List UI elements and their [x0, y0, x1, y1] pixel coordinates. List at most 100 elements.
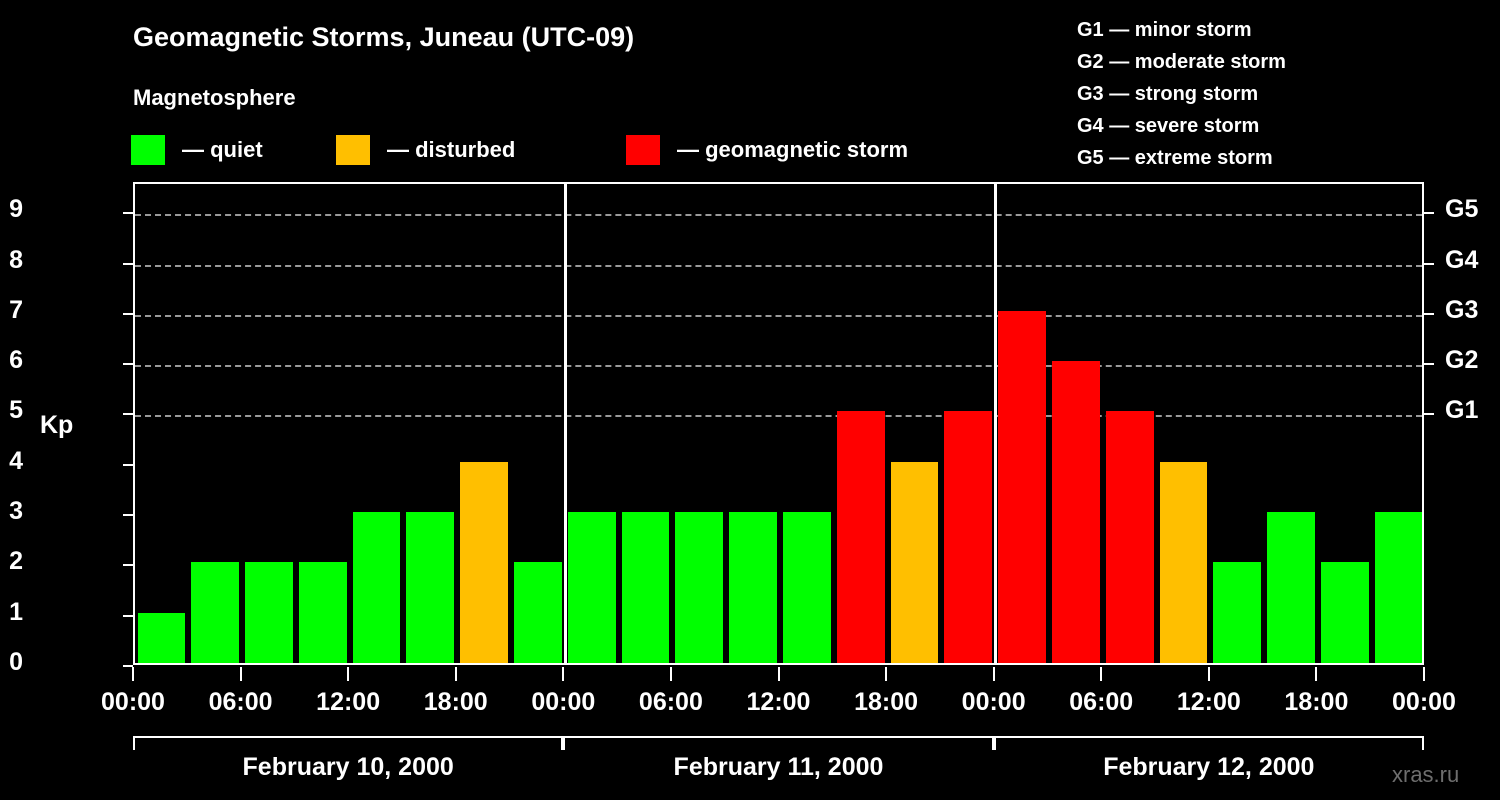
bar	[1213, 562, 1262, 663]
bar	[1267, 512, 1315, 663]
day-label-2: February 11, 2000	[673, 753, 884, 781]
x-tick-label-5: 06:00	[638, 688, 703, 716]
y-tick-mark-2	[123, 564, 133, 567]
x-tick-label-3: 18:00	[423, 688, 488, 716]
x-tick-label-6: 12:00	[746, 688, 811, 716]
y-tick-mark-0	[123, 665, 133, 667]
x-tick-mark-2	[347, 667, 350, 681]
y-tick-label-0: 0	[9, 648, 23, 676]
legend-swatch-disturbed	[336, 135, 370, 165]
bar	[1320, 562, 1369, 663]
y-axis-title: Kp	[40, 411, 74, 439]
x-tick-label-7: 18:00	[854, 688, 919, 716]
g-legend-row-1: G1 — minor storm	[1077, 19, 1252, 41]
x-tick-label-8: 00:00	[961, 688, 1026, 716]
x-tick-mark-10	[1207, 667, 1210, 681]
y-tick-mark-8	[123, 262, 133, 265]
plot-area	[133, 182, 1424, 665]
bar	[1105, 411, 1154, 663]
bar	[191, 562, 240, 663]
x-tick-mark-7	[885, 667, 888, 681]
day-bracket-3	[993, 736, 1424, 750]
day-divider-2	[994, 184, 998, 663]
gridline-kp-7	[135, 314, 1422, 317]
x-tick-mark-4	[562, 667, 565, 681]
x-tick-mark-8	[992, 667, 995, 681]
g-tick-mark-G2	[1424, 363, 1434, 366]
x-tick-label-9: 06:00	[1069, 688, 1134, 716]
g-tick-mark-G1	[1424, 413, 1434, 416]
day-bracket-2	[563, 736, 994, 750]
bar	[998, 310, 1046, 663]
y-tick-mark-6	[123, 363, 133, 366]
x-tick-label-4: 00:00	[531, 688, 596, 716]
page-title: Geomagnetic Storms, Juneau (UTC-09)	[133, 22, 635, 52]
bar	[621, 512, 670, 663]
x-tick-label-10: 12:00	[1176, 688, 1241, 716]
g-legend-row-2: G2 — moderate storm	[1077, 51, 1286, 73]
x-tick-mark-9	[1100, 667, 1103, 681]
legend-entry-disturbed: — disturbed	[336, 133, 515, 167]
y-tick-label-1: 1	[9, 597, 23, 626]
g-tick-label-G4: G4	[1445, 245, 1479, 274]
y-tick-label-2: 2	[9, 547, 23, 576]
y-tick-label-9: 9	[9, 195, 23, 224]
bar	[675, 512, 724, 663]
y-tick-mark-4	[123, 463, 133, 466]
y-tick-label-8: 8	[9, 245, 23, 274]
g-legend-row-3: G3 — strong storm	[1077, 83, 1259, 105]
x-tick-mark-5	[669, 667, 672, 681]
x-tick-mark-11	[1315, 667, 1318, 681]
g-tick-label-G3: G3	[1445, 295, 1479, 324]
watermark: xras.ru	[1392, 762, 1460, 787]
day-label-3: February 12, 2000	[1103, 753, 1315, 781]
x-tick-label-0: 00:00	[101, 688, 165, 716]
x-tick-label-11: 18:00	[1284, 688, 1349, 716]
bar	[137, 612, 186, 663]
x-tick-mark-6	[777, 667, 780, 681]
y-tick-mark-9	[123, 212, 133, 215]
y-tick-label-3: 3	[9, 497, 23, 526]
day-divider-1	[563, 184, 567, 663]
bar	[298, 562, 347, 663]
g-legend-row-4: G4 — severe storm	[1077, 115, 1260, 137]
day-label-1: February 10, 2000	[242, 753, 454, 781]
gridline-kp-5	[135, 415, 1422, 418]
g-tick-label-G1: G1	[1445, 396, 1479, 425]
y-tick-mark-3	[123, 514, 133, 517]
x-tick-label-1: 06:00	[208, 688, 273, 716]
g-tick-mark-G3	[1424, 312, 1434, 315]
g-tick-mark-G5	[1424, 212, 1434, 215]
y-tick-mark-1	[123, 614, 133, 617]
bar	[1051, 361, 1100, 663]
gridline-kp-9	[135, 214, 1422, 217]
x-tick-mark-3	[454, 667, 457, 681]
bar	[1159, 461, 1208, 663]
y-tick-label-6: 6	[9, 346, 23, 375]
y-tick-mark-5	[123, 413, 133, 416]
x-tick-mark-0	[132, 667, 134, 681]
bar	[460, 461, 509, 663]
bar	[245, 562, 293, 663]
bar	[944, 411, 993, 663]
y-tick-label-4: 4	[9, 446, 23, 475]
bar	[890, 461, 939, 663]
legend-label-geomagnetic-storm: — geomagnetic storm	[677, 137, 909, 162]
magnetosphere-label: Magnetosphere	[133, 85, 296, 110]
x-tick-mark-12	[1423, 667, 1425, 681]
gridline-kp-8	[135, 264, 1422, 267]
bar	[783, 512, 831, 663]
bar	[836, 411, 885, 663]
y-tick-label-7: 7	[9, 295, 23, 324]
legend-swatch-geomagnetic-storm	[626, 135, 660, 165]
bar	[406, 512, 455, 663]
g-tick-label-G2: G2	[1445, 346, 1479, 375]
g-scale-legend: G1 — minor storm G2 — moderate storm G3 — …	[1077, 14, 1497, 174]
legend-entry-quiet: — quiet	[131, 133, 263, 167]
bar	[1374, 512, 1423, 663]
legend-label-disturbed: — disturbed	[387, 137, 516, 162]
x-tick-mark-1	[239, 667, 242, 681]
bar	[729, 512, 777, 663]
g-legend-row-5: G5 — extreme storm	[1077, 147, 1273, 169]
